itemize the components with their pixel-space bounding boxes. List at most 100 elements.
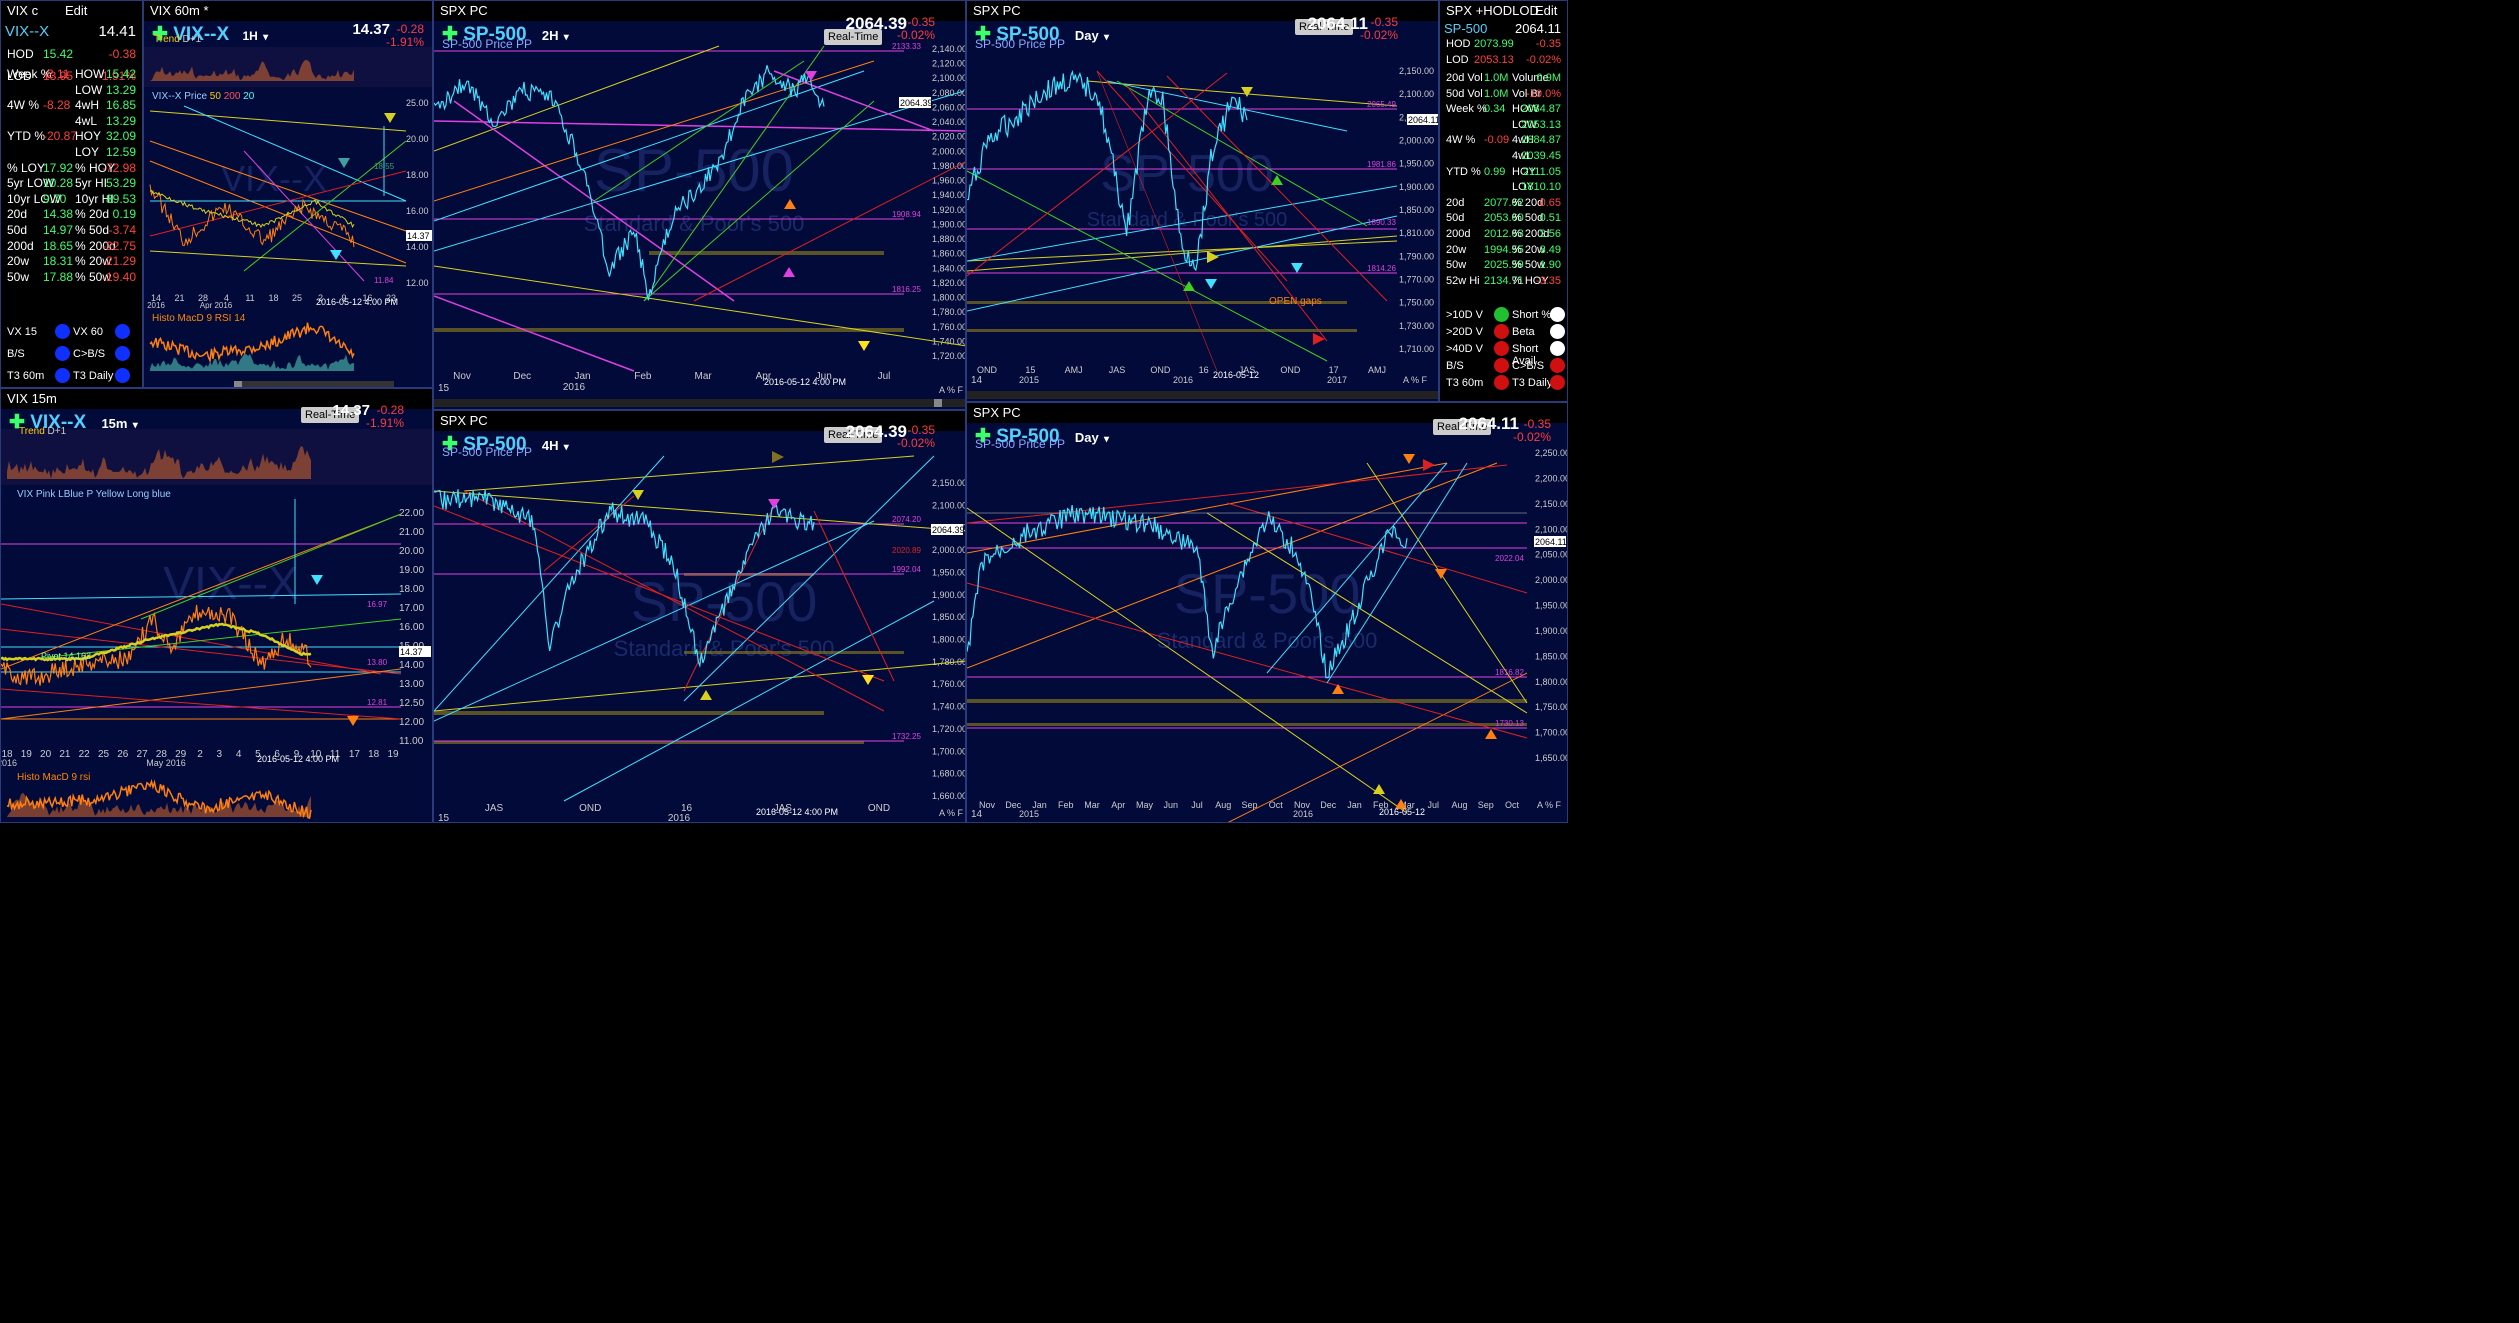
y-tick-label: 1,650.00 — [1535, 753, 1568, 763]
chart-vix-15m[interactable]: VIX 15m ✚ VIX--X 15m ▾ Real-Time 14.37 -… — [0, 388, 433, 823]
symbol-header[interactable]: ✚ SP-500 2H ▾ — [434, 21, 965, 49]
chart-titlebar[interactable]: VIX 60m * — [144, 1, 432, 21]
symbol-label[interactable]: SP-500 — [463, 24, 527, 45]
plus-icon[interactable]: ✚ — [9, 412, 25, 433]
spx4h-plot[interactable]: SP-500 Standard & Poor's 500 2,150.00 2,100… — [434, 411, 966, 823]
realtime-button[interactable]: Real-Time — [824, 29, 883, 45]
symbol-header[interactable]: ✚ SP-500 Day ▾ — [967, 423, 1567, 451]
y-tick-label: 1,950.00 — [932, 567, 966, 577]
chart-titlebar[interactable]: SPX PC — [967, 403, 1567, 423]
row-label-2: % 20d — [1512, 196, 1544, 209]
interval-label[interactable]: Day — [1074, 28, 1099, 43]
y-tick-label: 20.00 — [399, 546, 424, 557]
plus-icon[interactable]: ✚ — [442, 434, 458, 455]
plus-icon[interactable]: ✚ — [975, 426, 991, 447]
watchlist-vix-titlebar[interactable]: VIX c Edit — [1, 1, 142, 21]
symbol-label[interactable]: SP-500 — [463, 434, 527, 455]
trend-line — [30, 618, 402, 660]
x-tick-label: Jun — [816, 371, 832, 382]
interval-label[interactable]: 2H — [541, 28, 559, 43]
interval-label[interactable]: 15m — [101, 416, 128, 431]
symbol-header[interactable]: ✚ VIX--X 1H ▾ — [144, 21, 432, 49]
chart-spx-2h[interactable]: SPX PC ✚ SP-500 2H ▾ Real-Time 2064.39 -… — [433, 0, 966, 410]
last-price: 14.37 — [352, 21, 390, 38]
row-value: 17.88 — [43, 269, 74, 284]
watchlist-symbol[interactable]: SP-500 — [1444, 21, 1488, 36]
chevron-down-icon[interactable]: ▾ — [563, 32, 569, 43]
x-tick-label: Mar — [1084, 800, 1100, 810]
vix15-plot[interactable]: VIX--X 22.00 21.00 20.00 19.00 18.00 17.00 16.0… — [1, 389, 433, 823]
y-tick-label: 14.00 — [406, 242, 429, 252]
chart-spx-day-1[interactable]: SPX PC ✚ SP-500 Day ▾ Real-Time 2064.11 … — [966, 0, 1439, 402]
interval-label[interactable]: 4H — [541, 438, 559, 453]
chevron-down-icon[interactable]: ▾ — [1104, 434, 1110, 445]
chevron-down-icon[interactable]: ▾ — [1104, 32, 1110, 43]
y-tick-label: 1,800.00 — [932, 635, 966, 645]
lod-row: LOD 13.95 -1.91% — [7, 69, 136, 90]
watchlist-symbol[interactable]: VIX--X — [5, 23, 50, 40]
level-label: 2133.33 — [892, 42, 921, 51]
watchlist-row: 4wL 2039.45 — [1446, 150, 1561, 171]
last-price-tag — [899, 97, 931, 108]
plus-icon[interactable]: ✚ — [975, 24, 991, 45]
footer-label: A % F — [1403, 375, 1428, 385]
x-sub-label: 2015 — [1019, 809, 1039, 819]
edit-button[interactable]: Edit — [1535, 3, 1558, 18]
indicator-label: T3 60m — [1446, 377, 1484, 389]
y-tick-label: 1,980.00 — [932, 161, 966, 171]
symbol-header[interactable]: ✚ SP-500 4H ▾ — [434, 431, 965, 459]
interval-label[interactable]: Day — [1074, 430, 1099, 445]
interval-label[interactable]: 1H — [242, 29, 258, 43]
chevron-down-icon[interactable]: ▾ — [263, 32, 269, 43]
x-tick-label: May — [1136, 800, 1154, 810]
trend-line — [813, 510, 895, 682]
chart-title: SPX PC — [440, 3, 488, 18]
watchlist-row: 4wL 13.29 — [7, 114, 136, 135]
chevron-down-icon[interactable]: ▾ — [563, 442, 569, 453]
x-tick-label: Jan — [575, 371, 591, 382]
symbol-label[interactable]: SP-500 — [996, 24, 1060, 45]
trend-line — [967, 235, 1398, 272]
status-dot-icon — [1550, 341, 1565, 356]
spxday2-plot[interactable]: SP-500 Standard & Poor's 500 2,250.00 2,200… — [967, 403, 1568, 823]
edit-button[interactable]: Edit — [65, 3, 88, 18]
chart-vix-60m[interactable]: VIX 60m * ✚ VIX--X 1H ▾ 14.37 -0.28 -1.91… — [143, 0, 433, 388]
x-tick-label: Mar — [1399, 800, 1415, 810]
spxday1-plot[interactable]: SP-500 Standard & Poor's 500 2,150.00 2,100… — [967, 1, 1439, 402]
level-label: 1890.33 — [1367, 218, 1396, 227]
chart-titlebar[interactable]: SPX PC — [434, 1, 965, 21]
y-tick-label: 2,100.00 — [1399, 89, 1434, 99]
annotation-arrow-icon — [347, 716, 359, 726]
symbol-label[interactable]: SP-500 — [996, 426, 1060, 447]
y-tick-label: 1,740.00 — [932, 702, 966, 712]
symbol-header[interactable]: ✚ VIX--X 15m ▾ — [1, 409, 432, 437]
plus-icon[interactable]: ✚ — [442, 24, 458, 45]
price-legend: VIX Pink LBlue P Yellow Long blue — [17, 489, 171, 500]
realtime-button[interactable]: Real-Time — [1433, 419, 1492, 435]
chart-titlebar[interactable]: SPX PC — [967, 1, 1438, 21]
row-value-2: 2053.13 — [1521, 118, 1561, 131]
chevron-down-icon[interactable]: ▾ — [132, 420, 138, 431]
chart-titlebar[interactable]: SPX PC — [434, 411, 965, 431]
left-label: 14 — [971, 375, 983, 386]
watchlist-spx-titlebar[interactable]: SPX +HODLOD Edit — [1440, 1, 1567, 21]
symbol-label[interactable]: VIX--X — [30, 412, 87, 433]
status-dot-icon — [55, 346, 70, 361]
symbol-header[interactable]: ✚ SP-500 Day ▾ — [967, 21, 1438, 49]
chart-spx-day-2[interactable]: SPX PC ✚ SP-500 Day ▾ Real-Time 2064.11 … — [966, 402, 1568, 823]
y-tick-label: 2,000.00 — [932, 146, 966, 156]
realtime-button[interactable]: Real-Time — [1295, 19, 1354, 35]
row-label-2: Volume — [1512, 72, 1549, 84]
annotation-arrow-icon — [1271, 175, 1283, 185]
chart-titlebar[interactable]: VIX 15m — [1, 389, 432, 409]
x-sub-label: May 2016 — [146, 758, 186, 768]
chart-spx-4h[interactable]: SPX PC ✚ SP-500 4H ▾ Real-Time 2064.39 -… — [433, 410, 966, 823]
y-tick-label: 1,700.00 — [932, 746, 966, 756]
watchlist-row: 50d 14.97% 50d -3.74 — [7, 223, 136, 244]
realtime-button[interactable]: Real-Time — [824, 427, 883, 443]
spx2h-plot[interactable]: SP-500 Standard & Poor's 500 2,140.00 2,120… — [434, 1, 966, 410]
realtime-button[interactable]: Real-Time — [301, 407, 360, 423]
symbol-label[interactable]: VIX--X — [173, 24, 230, 45]
plus-icon[interactable]: ✚ — [152, 24, 168, 45]
